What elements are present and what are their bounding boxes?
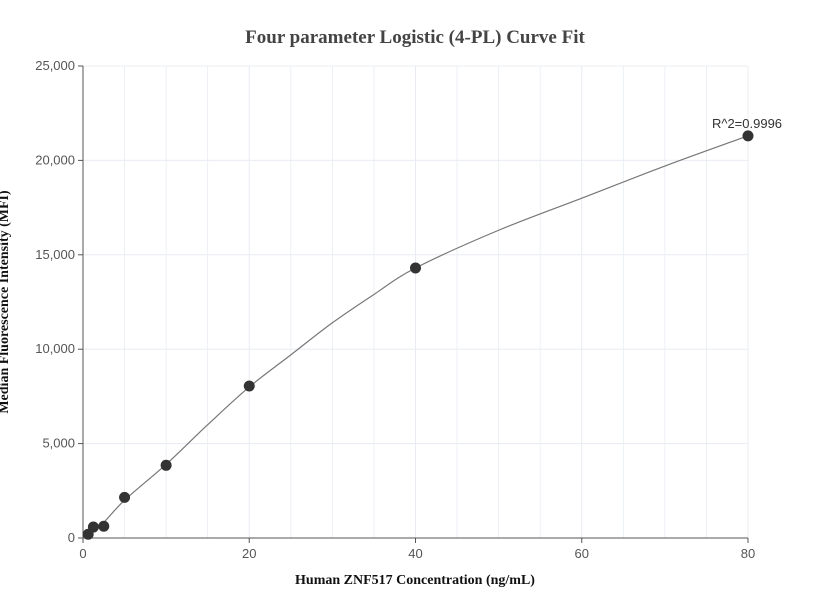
fit-curve-layer: [82, 135, 749, 539]
data-point: [119, 491, 131, 503]
y-tick-label: 0: [68, 530, 75, 545]
fit-curve: [82, 135, 749, 539]
y-tick-label: 25,000: [35, 58, 75, 73]
chart-title: Four parameter Logistic (4-PL) Curve Fit: [245, 27, 585, 48]
y-tick-label: 10,000: [35, 341, 75, 356]
x-tick-label: 80: [741, 546, 755, 561]
tick-labels: 0 5,000 10,000 15,000 20,000 25,000 0 20 40 60 80: [35, 58, 755, 561]
y-tick-label: 20,000: [35, 152, 75, 167]
x-tick-label: 40: [408, 546, 422, 561]
data-points: [82, 130, 754, 540]
data-point: [410, 262, 421, 274]
data-point: [98, 520, 110, 532]
data-point: [87, 521, 99, 533]
data-point: [160, 459, 172, 471]
x-tick-label: 20: [242, 546, 256, 561]
y-axis-title: Median Fluorescence Intensity (MFI): [0, 190, 12, 414]
y-tick-label: 15,000: [35, 247, 75, 262]
x-tick-label: 60: [575, 546, 589, 561]
data-point: [243, 380, 255, 392]
x-tick-label: 0: [79, 546, 86, 561]
data-point: [742, 130, 754, 142]
r-squared-annotation: R^2=0.9996: [712, 116, 782, 131]
y-tick-label: 5,000: [42, 436, 75, 451]
x-axis-title: Human ZNF517 Concentration (ng/mL): [295, 573, 535, 588]
grid-lines: [83, 65, 749, 538]
